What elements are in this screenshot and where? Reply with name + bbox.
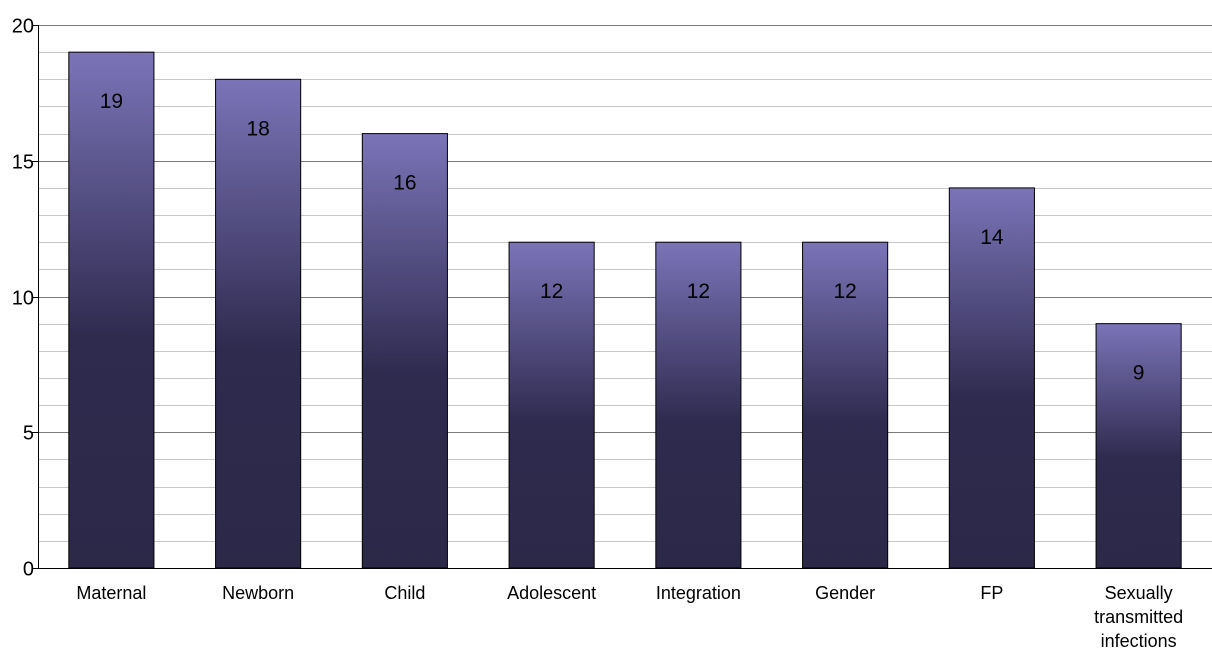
data-label: 14 — [980, 226, 1004, 249]
data-label: 12 — [540, 280, 563, 303]
x-tick-label: FP — [980, 583, 1003, 603]
data-label: 19 — [100, 90, 123, 113]
bar-child — [361, 133, 448, 569]
data-label: 9 — [1133, 362, 1145, 385]
x-tick-label: Maternal — [76, 583, 146, 603]
y-tick-label: 0 — [23, 559, 34, 581]
y-tick-label: 5 — [23, 423, 34, 445]
x-tick-label: Sexually transmitted infections — [1094, 583, 1183, 651]
x-tick-label: Child — [384, 583, 425, 603]
labels: 0 5 10 15 20 19 Maternal 18 Newborn 16 Child 12 Adol… — [12, 16, 1183, 652]
bar-gender — [802, 241, 889, 569]
data-label: 12 — [687, 280, 710, 303]
x-tick-label: Integration — [656, 583, 741, 603]
x-tick-label: Gender — [815, 583, 875, 603]
bar-maternal — [68, 51, 155, 569]
y-tick-label: 20 — [12, 16, 34, 38]
x-tick-label: Adolescent — [507, 583, 596, 603]
bar-integration — [655, 241, 742, 569]
bars — [68, 51, 1182, 569]
axes — [32, 25, 1212, 569]
bar-sexually-transmitted-infections — [1095, 323, 1182, 569]
data-label: 12 — [833, 280, 856, 303]
bar-adolescent — [508, 241, 595, 569]
bar-fp — [948, 187, 1035, 569]
y-tick-label: 15 — [12, 152, 34, 174]
data-label: 16 — [393, 172, 416, 195]
gridlines — [38, 25, 1212, 542]
x-tick-label: Newborn — [222, 583, 294, 603]
bar-newborn — [215, 78, 302, 569]
y-tick-label: 10 — [12, 288, 34, 310]
data-label: 18 — [246, 117, 269, 140]
